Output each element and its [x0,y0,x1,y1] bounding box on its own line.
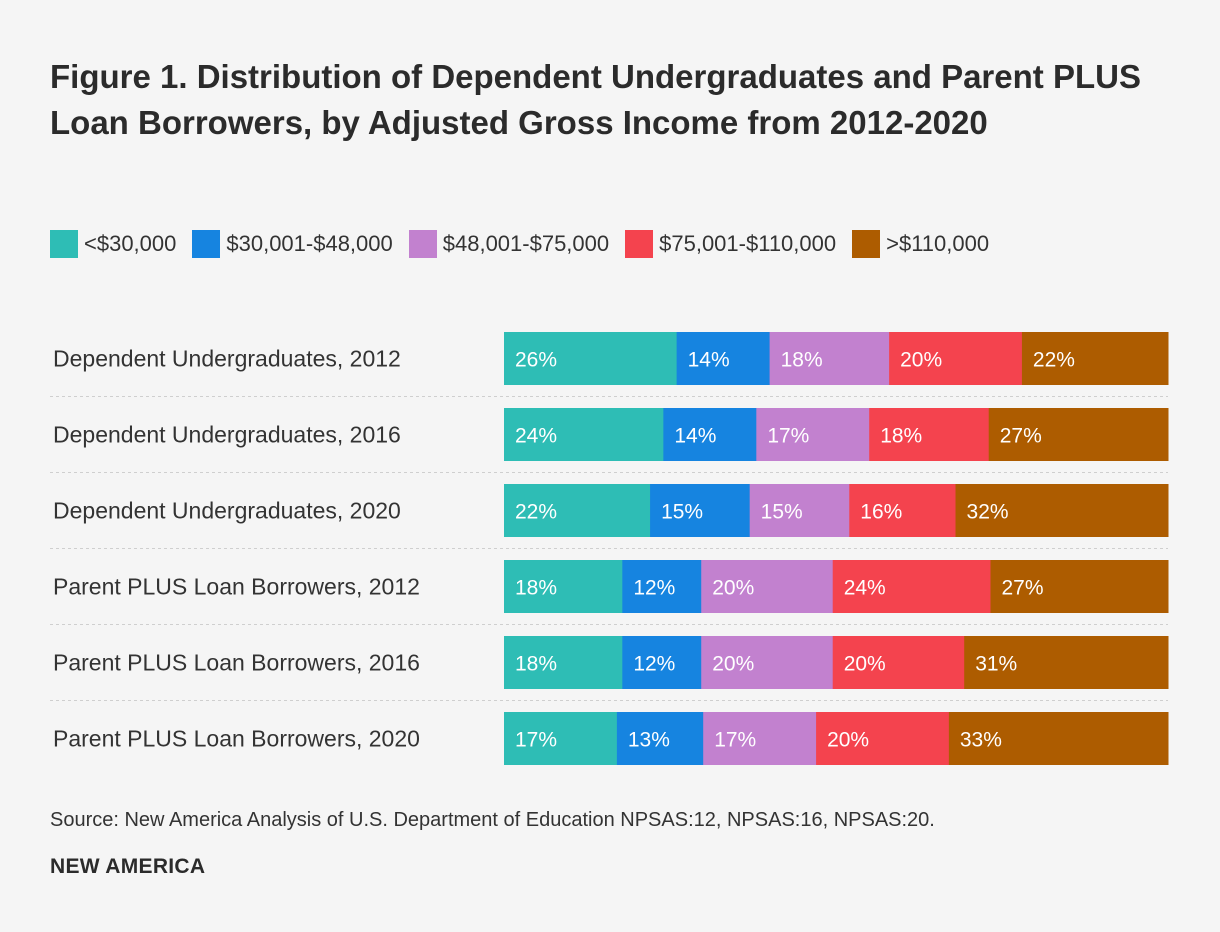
bar-segment [650,484,751,537]
data-label: 33% [960,729,1002,752]
data-label: 31% [975,653,1017,676]
bar-segment [703,712,817,765]
bar-segment [504,560,623,613]
bar-segment [504,636,623,689]
bar-segment [701,636,834,689]
bar-segment [504,408,664,461]
bar-segment [948,712,1169,765]
bar-segment [504,712,618,765]
data-label: 16% [860,501,902,524]
data-label: 15% [661,501,703,524]
row-label: Dependent Undergraduates, 2012 [53,346,401,372]
data-label: 27% [1001,577,1043,600]
legend: <$30,000 $30,001-$48,000 $48,001-$75,000 $7… [50,229,1050,259]
bar-segment [849,484,957,537]
bar-segment [769,332,890,385]
bar-segment [622,560,702,613]
data-label: 20% [900,349,942,372]
bar-segment [504,332,678,385]
data-label: 13% [628,729,670,752]
legend-item: $75,001-$110,000 [625,229,836,259]
legend-item: <$30,000 [50,229,176,259]
data-label: 17% [767,425,809,448]
data-label: 24% [844,577,886,600]
bar-segment [988,408,1169,461]
bar-segment [832,636,965,689]
legend-swatch [852,230,881,258]
data-label: 14% [688,349,730,372]
chart-title: Figure 1. Distribution of Dependent Unde… [50,58,1141,141]
legend-label: $48,001-$75,000 [442,231,610,256]
data-label: 17% [714,729,756,752]
data-label: 32% [967,501,1009,524]
row-label: Parent PLUS Loan Borrowers, 2016 [53,650,420,676]
data-label: 20% [844,653,886,676]
data-label: 18% [515,577,557,600]
bar-segment [832,560,991,613]
bar-segment [889,332,1023,385]
bar-segment [701,560,834,613]
data-label: 20% [712,653,754,676]
data-label: 17% [515,729,557,752]
bar-segment [663,408,757,461]
bar-segment [749,484,850,537]
row-label: Parent PLUS Loan Borrowers, 2020 [53,726,420,752]
bar-segment [955,484,1169,537]
legend-swatch [625,230,654,258]
data-label: 18% [880,425,922,448]
legend-item: >$110,000 [852,229,989,259]
data-label: 27% [1000,425,1042,448]
data-label: 12% [633,653,675,676]
bar-segment [622,636,702,689]
data-label: 14% [674,425,716,448]
data-label: 18% [515,653,557,676]
row-label: Parent PLUS Loan Borrowers, 2012 [53,574,420,600]
legend-item: $30,001-$48,000 [192,229,393,259]
data-label: 26% [515,349,557,372]
bar-segment [616,712,704,765]
bar-segment [869,408,990,461]
bar-segment [990,560,1169,613]
legend-label: $30,001-$48,000 [226,231,393,256]
bar-segment [504,484,651,537]
bar-segment [964,636,1169,689]
data-label: 20% [827,729,869,752]
bar-segment [756,408,870,461]
bar-segment [676,332,771,385]
legend-swatch [408,230,437,258]
data-label: 22% [1033,349,1075,372]
data-label: 15% [761,501,803,524]
stacked-bar-chart: Dependent Undergraduates, 2012 26% 14% 18% 2… [50,332,1169,765]
legend-label: >$110,000 [886,231,990,256]
legend-label: $75,001-$110,000 [659,231,837,256]
legend-item: $48,001-$75,000 [408,229,610,259]
legend-label: <$30,000 [84,231,177,256]
data-label: 24% [515,425,557,448]
brand-logo-text: NEW AMERICA [50,855,206,878]
legend-swatch [50,230,78,258]
data-label: 22% [515,501,557,524]
row-label: Dependent Undergraduates, 2020 [53,498,401,524]
bar-segment [1021,332,1169,385]
data-label: 12% [633,577,675,600]
row-label: Dependent Undergraduates, 2016 [53,422,401,448]
source-note: Source: New America Analysis of U.S. Dep… [50,809,935,831]
legend-swatch [192,230,221,258]
data-label: 20% [712,577,754,600]
data-label: 18% [781,349,823,372]
bar-segment [816,712,950,765]
